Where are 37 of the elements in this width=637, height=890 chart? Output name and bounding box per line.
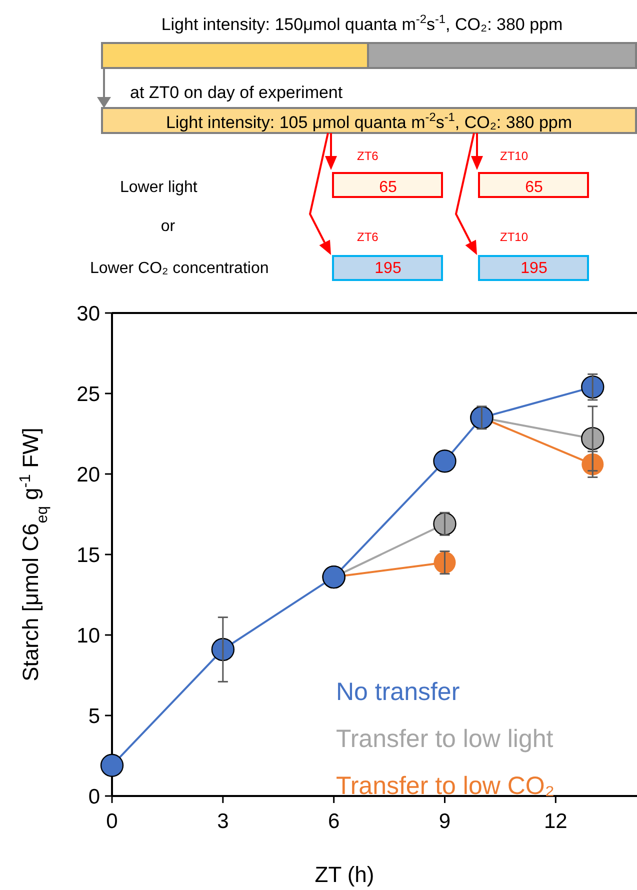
text: ZT6 — [357, 230, 379, 244]
x-tick-label: 3 — [217, 810, 229, 833]
text: ZT10 — [500, 230, 528, 244]
y-tick-label: 30 — [76, 302, 100, 326]
y-tick-label: 0 — [88, 785, 100, 808]
text: ZT10 — [500, 149, 528, 163]
x-tick-label: 0 — [106, 810, 118, 833]
text: 195 — [374, 260, 402, 277]
text: No transfer — [336, 678, 460, 706]
point — [211, 638, 235, 662]
x-tick-label: 9 — [438, 810, 451, 833]
text: Lower CO₂ concentration — [90, 260, 269, 277]
point — [100, 754, 124, 778]
point — [581, 375, 604, 399]
x-tick-label: 12 — [544, 810, 568, 833]
y-tick-label: 10 — [76, 624, 100, 648]
text: at ZT0 on day of experiment — [130, 83, 343, 102]
point — [433, 450, 456, 473]
text: Light intensity: 105 μmol quanta m$^{-2}$s$^{-1}$, CO₂: 380 ppm — [166, 110, 572, 132]
y-tick-label: 25 — [76, 382, 100, 406]
text: ZT6 — [357, 149, 379, 163]
text: Transfer to low light — [336, 725, 554, 753]
text: 65 — [525, 179, 543, 196]
point — [433, 512, 456, 536]
text: Lower light — [120, 179, 198, 196]
y-tick-label: 20 — [76, 463, 100, 486]
y-tick-label: 15 — [76, 544, 100, 567]
text: Light intensity: 150μmol quanta m$^{-2}$s$^{-1}$, CO₂: 380 ppm — [161, 12, 563, 34]
x-axis-title: ZT (h) — [314, 862, 374, 887]
text: Transfer to low CO₂ — [336, 772, 555, 800]
point — [581, 426, 604, 450]
y-tick-label: 5 — [88, 704, 100, 728]
x-tick-label: 6 — [328, 810, 340, 833]
text: or — [160, 218, 176, 235]
text: 65 — [379, 179, 397, 196]
point — [434, 552, 456, 574]
text: 195 — [520, 260, 548, 277]
